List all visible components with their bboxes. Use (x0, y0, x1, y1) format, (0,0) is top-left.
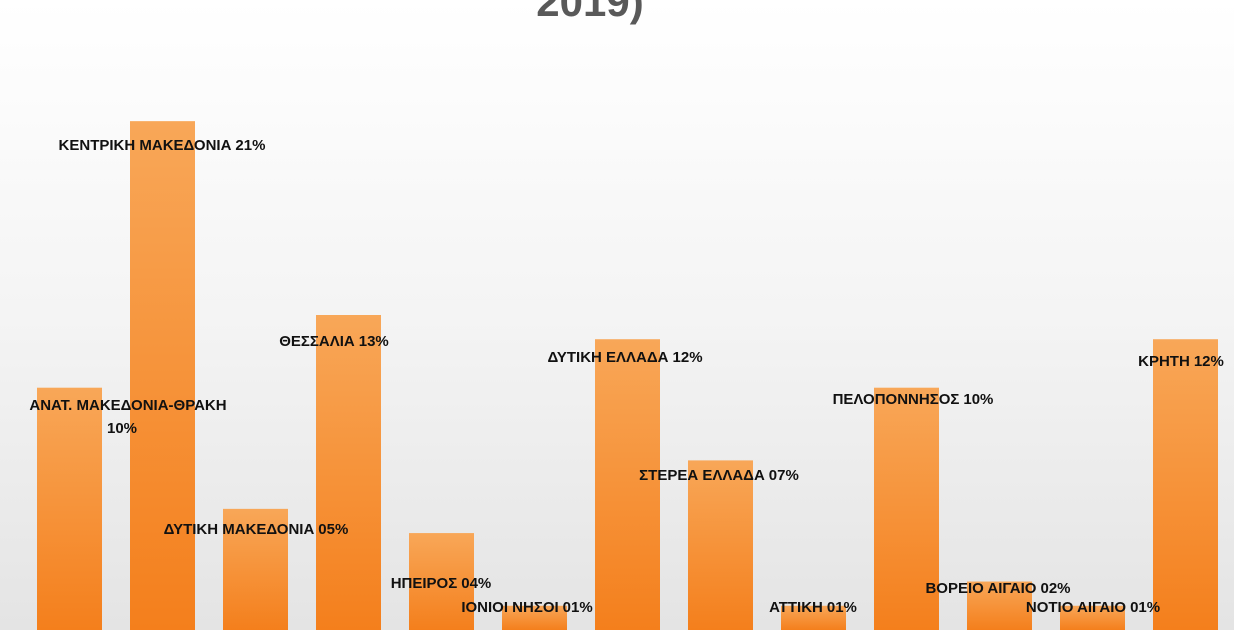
value-label: 10% (107, 420, 137, 437)
bar (595, 339, 660, 630)
bar (1060, 605, 1125, 630)
value-label: 07% (769, 467, 799, 484)
bar (688, 460, 753, 630)
value-label: 12% (1194, 353, 1224, 370)
data-label: ΠΕΛΟΠΟΝΝΗΣΟΣ 10% (833, 391, 994, 408)
category-label: ΠΕΛΟΠΟΝΝΗΣΟΣ (833, 391, 960, 408)
category-label: ΑΝΑΤ. ΜΑΚΕΔΟΝΙΑ-ΘΡΑΚΗ (29, 397, 226, 414)
bar (781, 605, 846, 630)
value-label: 04% (461, 575, 491, 592)
bar (409, 533, 474, 630)
value-label: 05% (318, 521, 348, 538)
bar (130, 121, 195, 630)
data-label: ΝΟΤΙΟ ΑΙΓΑΙΟ 01% (1026, 599, 1160, 616)
value-label: 21% (235, 137, 265, 154)
bar (223, 508, 288, 630)
bar (316, 315, 381, 630)
value-label: 01% (827, 599, 857, 616)
category-label: ΑΤΤΙΚΗ (769, 599, 823, 616)
data-label: ΒΟΡΕΙΟ ΑΙΓΑΙΟ 02% (925, 580, 1070, 597)
data-label: ΚΡΗΤΗ 12% (1138, 353, 1224, 370)
category-label: ΔΥΤΙΚΗ ΕΛΛΑΔΑ (547, 349, 668, 366)
data-label: ΘΕΣΣΑΛΙΑ 13% (279, 333, 389, 350)
data-label: ΑΝΑΤ. ΜΑΚΕΔΟΝΙΑ-ΘΡΑΚΗ 10% (29, 397, 226, 437)
category-label: ΙΟΝΙΟΙ ΝΗΣΟΙ (461, 599, 558, 616)
category-label: ΚΡΗΤΗ (1138, 353, 1190, 370)
bar (1153, 339, 1218, 630)
bar (37, 387, 102, 630)
data-label: ΚΕΝΤΡΙΚΗ ΜΑΚΕΔΟΝΙΑ 21% (59, 137, 266, 154)
category-label: ΚΕΝΤΡΙΚΗ ΜΑΚΕΔΟΝΙΑ (59, 137, 232, 154)
value-label: 01% (563, 599, 593, 616)
data-label: ΣΤΕΡΕΑ ΕΛΛΑΔΑ 07% (639, 467, 799, 484)
data-label: ΑΤΤΙΚΗ 01% (769, 599, 857, 616)
category-label: ΗΠΕΙΡΟΣ (391, 575, 458, 592)
category-label: ΒΟΡΕΙΟ ΑΙΓΑΙΟ (925, 580, 1036, 597)
data-label: ΔΥΤΙΚΗ ΜΑΚΕΔΟΝΙΑ 05% (164, 521, 349, 538)
value-label: 10% (963, 391, 993, 408)
value-label: 01% (1130, 599, 1160, 616)
value-label: 02% (1040, 580, 1070, 597)
data-label: ΙΟΝΙΟΙ ΝΗΣΟΙ 01% (461, 599, 592, 616)
data-label: ΗΠΕΙΡΟΣ 04% (391, 575, 492, 592)
chart-title: 2019) (536, 0, 643, 25)
bar (967, 581, 1032, 630)
category-label: ΣΤΕΡΕΑ ΕΛΛΑΔΑ (639, 467, 765, 484)
value-label: 12% (673, 349, 703, 366)
bar (874, 387, 939, 630)
category-label: ΔΥΤΙΚΗ ΜΑΚΕΔΟΝΙΑ (164, 521, 315, 538)
value-label: 13% (359, 333, 389, 350)
data-label: ΔΥΤΙΚΗ ΕΛΛΑΔΑ 12% (547, 349, 702, 366)
category-label: ΘΕΣΣΑΛΙΑ (279, 333, 355, 350)
category-label: ΝΟΤΙΟ ΑΙΓΑΙΟ (1026, 599, 1126, 616)
bar (502, 605, 567, 630)
